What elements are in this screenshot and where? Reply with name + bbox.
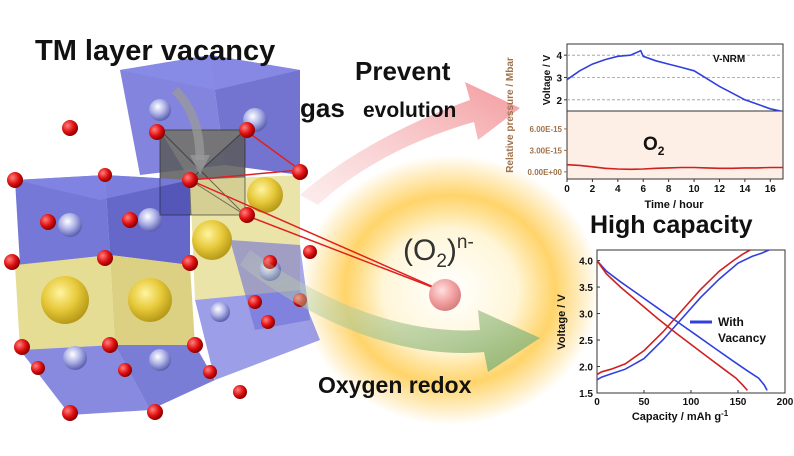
time-xtick-label: 8 — [666, 184, 672, 195]
pressure-ytick-label: 3.00E-15 — [530, 146, 563, 155]
capacity-axis-label: Capacity / mAh g-1 — [632, 409, 729, 423]
capacity-ytick-label: 2.0 — [579, 363, 593, 374]
oxygen-redox-label: Oxygen redox — [318, 372, 472, 398]
time-xtick-label: 2 — [590, 184, 596, 195]
capacity-xtick-label: 0 — [594, 397, 600, 408]
capacity-ytick-label: 3.0 — [579, 310, 593, 321]
voltage-ytick-label: 4 — [556, 51, 562, 62]
superoxide-sub: 2 — [436, 251, 447, 272]
v-nrm-annotation: V-NRM — [713, 54, 745, 65]
o2-pressure-line — [566, 163, 783, 171]
vacancy-title: TM layer vacancy — [35, 35, 275, 67]
capacity-ytick-label: 1.5 — [579, 389, 593, 400]
o2-annotation: O2 — [643, 134, 665, 158]
capacity-series-red-charge — [596, 249, 751, 376]
oxygen-species-ball — [429, 279, 461, 311]
o2-panel — [566, 110, 784, 180]
pressure-ytick-label: 0.00E+00 — [528, 168, 563, 177]
capacity-xtick-label: 50 — [638, 397, 650, 408]
capacity-voltage-axis-label: Voltage / V — [556, 294, 568, 350]
o2-main: O — [643, 134, 658, 155]
gas-label: gas — [300, 93, 345, 123]
voltage-axis-label: Voltage / V — [542, 54, 553, 105]
superoxide-label: (O2)n- — [403, 232, 474, 272]
capacity-ytick-label: 2.5 — [579, 336, 593, 347]
time-xtick-label: 10 — [688, 184, 700, 195]
time-xtick-label: 16 — [765, 184, 777, 195]
superoxide-sup: n- — [457, 232, 474, 253]
gas-evolution-label: gas evolution — [300, 93, 456, 123]
time-xtick-label: 0 — [564, 184, 570, 195]
prevent-gas-arrow — [300, 82, 520, 205]
voltage-series-line — [566, 49, 781, 112]
time-xtick-label: 12 — [714, 184, 726, 195]
superoxide-close: ) — [447, 234, 457, 267]
capacity-series-red-discharge — [596, 260, 748, 391]
capacity-ytick-label: 4.0 — [579, 257, 593, 268]
capacity-ytick-label: 3.5 — [579, 283, 593, 294]
capacity-axis-text: Capacity / mAh g — [632, 411, 721, 423]
voltage-ytick-label: 3 — [556, 74, 562, 85]
vacancy-pointer-arrow — [171, 86, 205, 161]
prevent-label: Prevent — [355, 56, 451, 86]
superoxide-base: (O — [403, 234, 436, 267]
voltage-ytick-label: 2 — [556, 96, 562, 107]
oxygen-redox-arrow — [240, 250, 540, 372]
time-axis-label: Time / hour — [644, 199, 704, 211]
high-capacity-label: High capacity — [590, 211, 753, 239]
legend-label-vacancy: Vacancy — [718, 331, 766, 345]
time-xtick-label: 4 — [615, 184, 621, 195]
capacity-series-blue-discharge — [596, 260, 768, 391]
capacity-xtick-label: 200 — [777, 397, 794, 408]
time-xtick-label: 6 — [640, 184, 646, 195]
crystal-structure — [4, 55, 446, 421]
o2-sub: 2 — [658, 144, 665, 158]
capacity-series-blue-charge — [596, 249, 770, 381]
pressure-axis-label: Relative pressure / Mbar — [505, 57, 516, 173]
time-xtick-label: 14 — [739, 184, 751, 195]
evolution-label: evolution — [363, 99, 456, 122]
capacity-xtick-label: 150 — [730, 397, 747, 408]
legend-label-with: With — [718, 315, 744, 329]
capacity-axis-sup: -1 — [721, 409, 729, 418]
capacity-xtick-label: 100 — [683, 397, 700, 408]
voltage-time-chart: 2 3 4 0.00E+00 3.00E-15 6.00E-15 0 2 4 6 8 10 12 14 16… — [505, 43, 784, 211]
capacity-voltage-chart: 0 50 100 150 200 1.5 2.0 2.5 3.0 3.5 4.0 With Vaca… — [556, 249, 794, 423]
pressure-ytick-label: 6.00E-15 — [530, 125, 563, 134]
